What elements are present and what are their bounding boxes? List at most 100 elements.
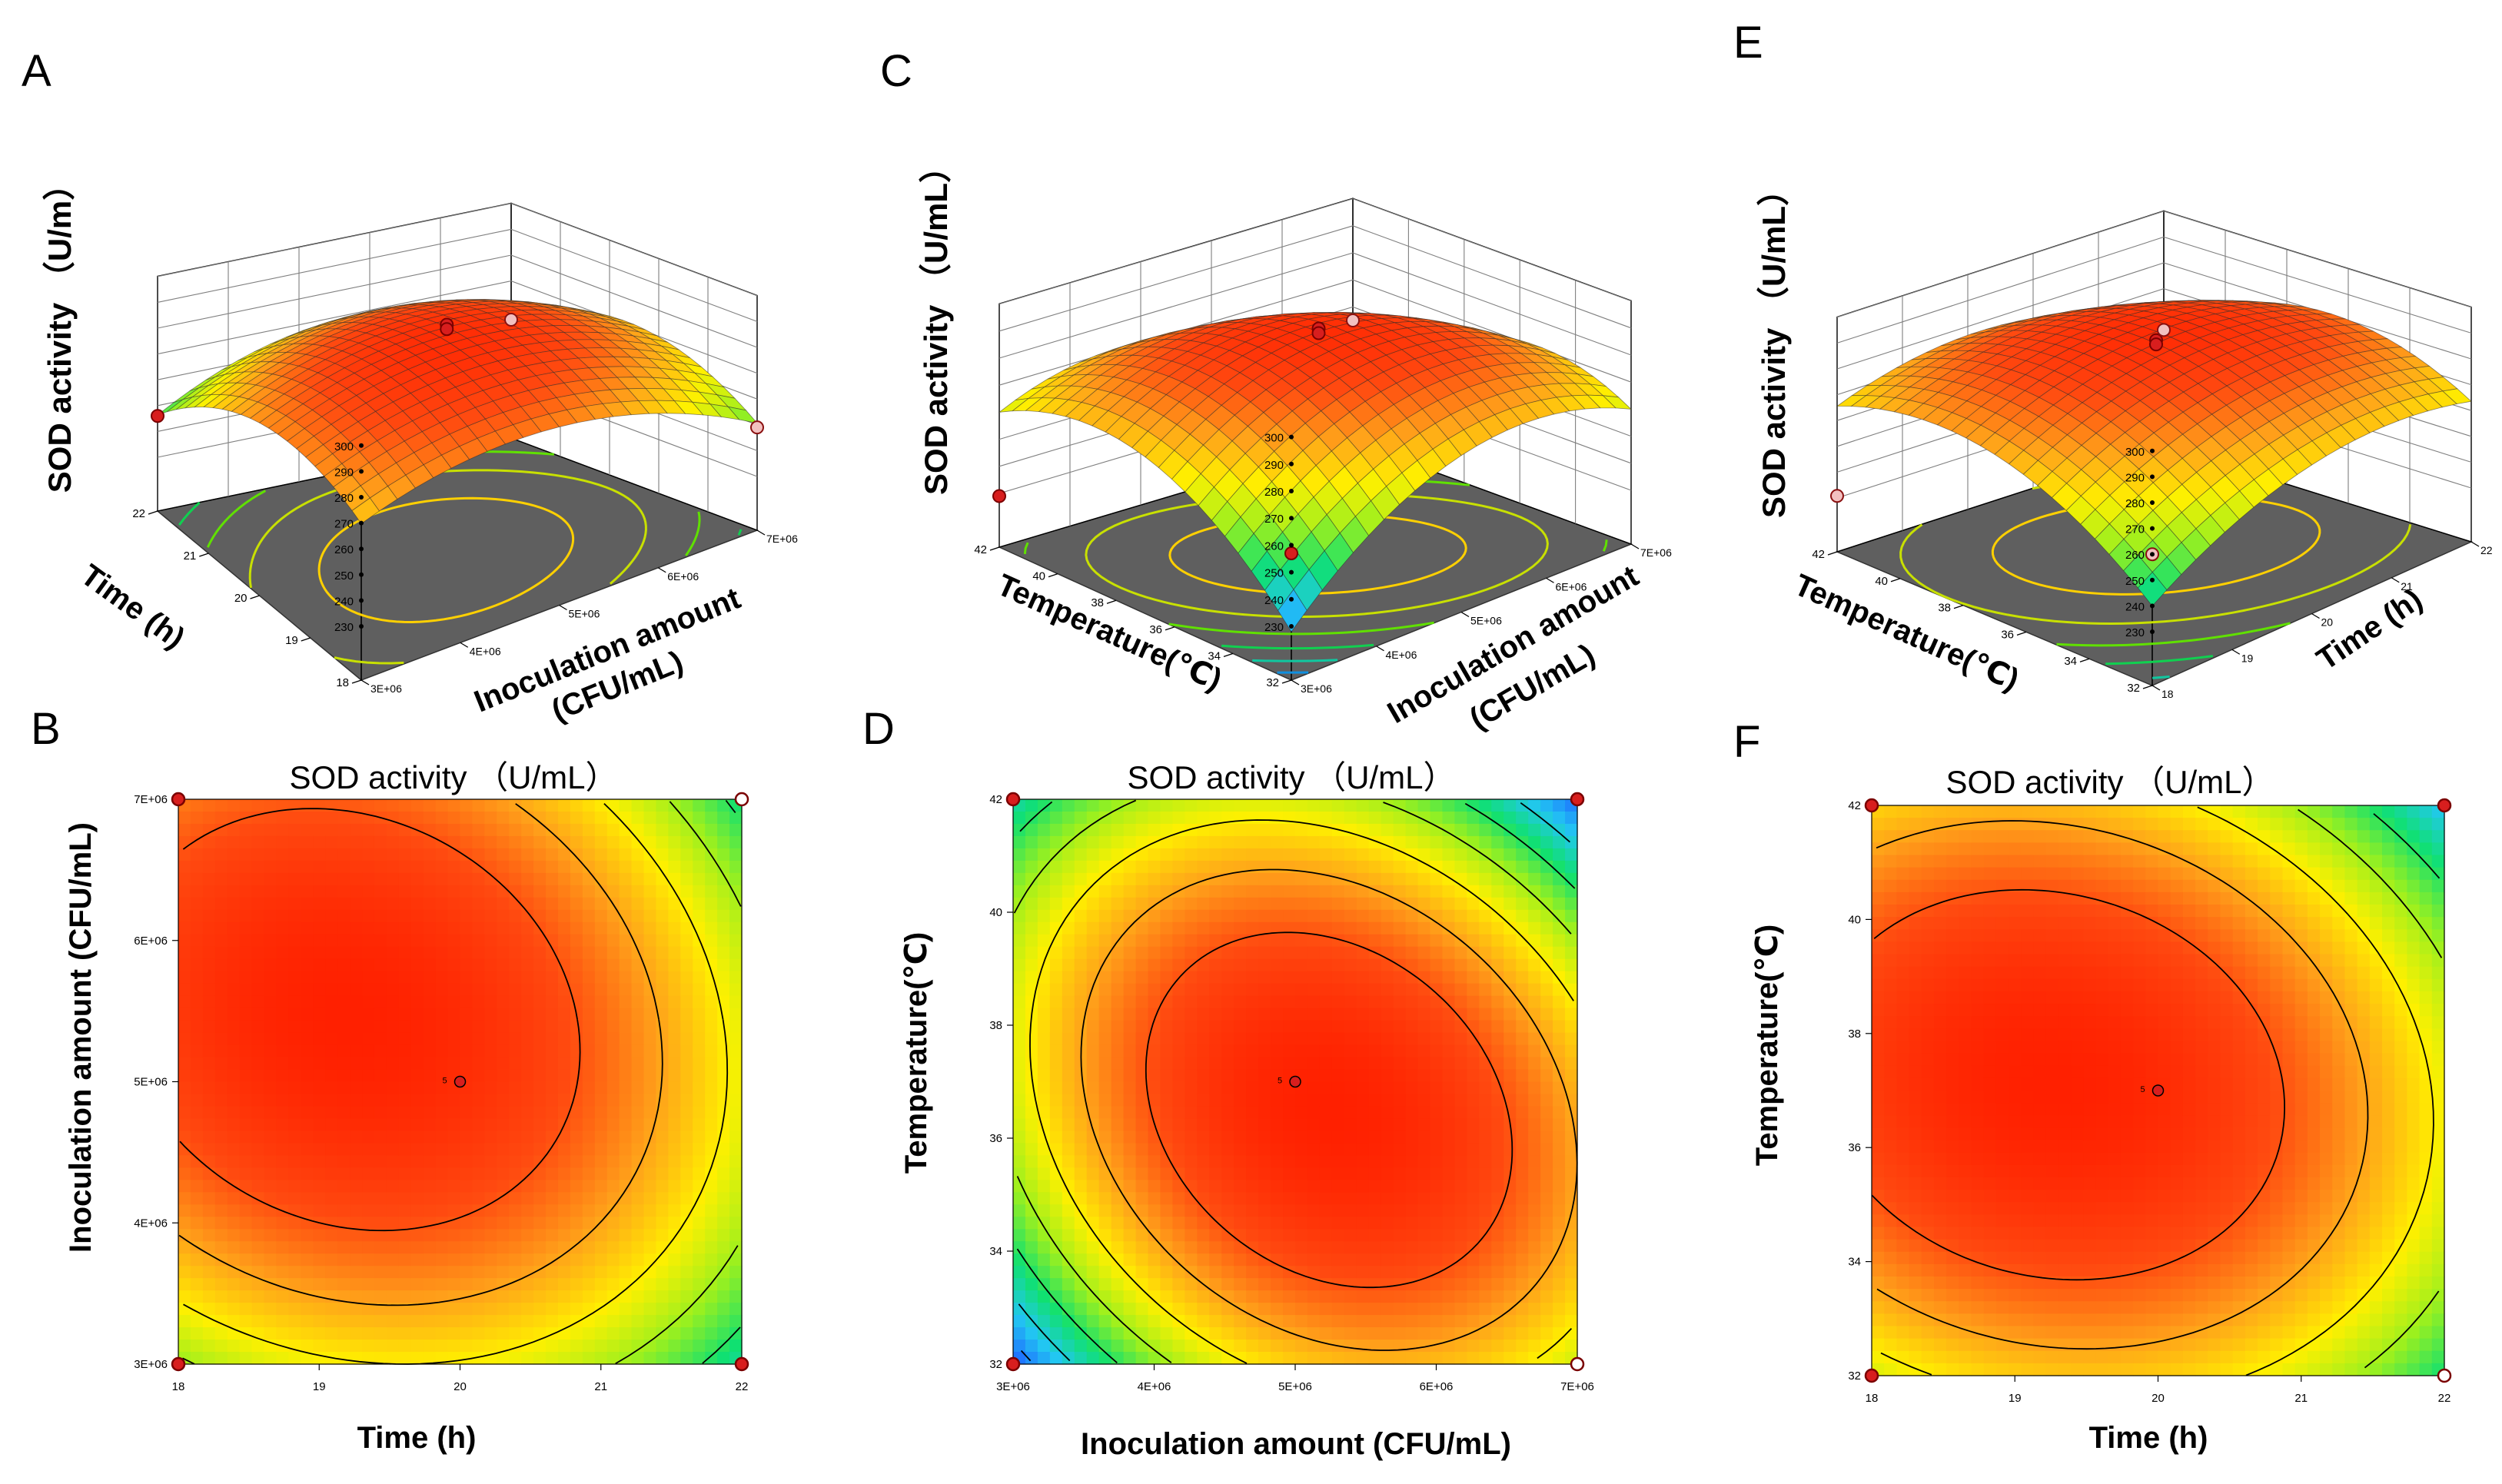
heat-cell xyxy=(484,885,497,898)
heat-cell xyxy=(227,958,241,972)
heat-cell xyxy=(288,1192,301,1205)
heat-cell xyxy=(1049,835,1063,849)
heat-cell xyxy=(1123,909,1137,923)
heat-cell xyxy=(557,1352,571,1365)
heat-cell xyxy=(398,1081,412,1095)
heat-cell xyxy=(1013,1192,1026,1205)
heat-cell xyxy=(447,1315,461,1328)
heat-cell xyxy=(190,1044,204,1058)
heat-cell xyxy=(1148,909,1161,923)
heat-cell xyxy=(1283,958,1296,972)
heat-cell xyxy=(350,1069,363,1083)
heat-cell xyxy=(668,848,681,862)
heat-cell xyxy=(1197,1094,1210,1107)
heat-cell xyxy=(1135,1315,1149,1328)
heat-cell xyxy=(398,971,412,984)
heat-cell xyxy=(460,1241,473,1254)
heat-cell xyxy=(325,1057,338,1071)
heat-cell xyxy=(1148,1192,1161,1205)
z-tick-mark xyxy=(359,520,364,526)
heat-cell xyxy=(668,1180,681,1193)
z-tick-label: 270 xyxy=(334,518,354,531)
heat-cell xyxy=(398,1229,412,1242)
heat-cell xyxy=(497,1315,510,1328)
heat-cell xyxy=(1209,1167,1222,1180)
heat-cell xyxy=(693,1266,706,1279)
heat-cell xyxy=(643,1253,657,1267)
heat-cell xyxy=(410,1044,424,1058)
wall-grid-line xyxy=(157,203,512,277)
heat-cell xyxy=(276,1094,290,1107)
heat-cell xyxy=(460,1057,473,1071)
heat-cell xyxy=(1135,1327,1149,1340)
heat-cell xyxy=(1111,1143,1125,1156)
heat-cell xyxy=(546,1192,559,1205)
x-tick-label: 38 xyxy=(1091,596,1104,609)
heat-cell xyxy=(1246,1266,1259,1279)
heat-cell xyxy=(606,971,620,984)
heat-cell xyxy=(1148,1204,1161,1217)
heat-cell xyxy=(594,835,608,849)
heat-cell xyxy=(1074,1143,1088,1156)
heat-cell xyxy=(1037,872,1051,886)
x-tick-mark xyxy=(148,510,158,515)
heat-cell xyxy=(276,1303,290,1316)
heat-cell xyxy=(509,811,522,825)
heat-cell xyxy=(1049,1008,1063,1021)
heat-cell xyxy=(1307,1032,1321,1046)
heat-cell xyxy=(362,1118,375,1132)
heat-cell xyxy=(301,799,314,812)
heat-cell xyxy=(1160,1266,1174,1279)
heat-cell xyxy=(1049,1266,1063,1279)
heat-cell xyxy=(1283,1143,1296,1156)
heat-cell xyxy=(423,1241,437,1254)
heat-cell xyxy=(717,958,730,972)
heat-cell xyxy=(1086,1180,1100,1193)
heat-cell xyxy=(1283,1130,1296,1144)
heat-cell xyxy=(521,823,534,837)
heat-cell xyxy=(1098,1008,1112,1021)
heat-cell xyxy=(325,1155,338,1168)
heat-cell xyxy=(1049,1081,1063,1095)
heat-cell xyxy=(631,860,645,874)
heat-cell xyxy=(374,1315,387,1328)
center-point xyxy=(454,1075,467,1088)
heat-cell xyxy=(398,872,412,886)
heat-cell xyxy=(178,1069,191,1083)
heat-cell xyxy=(214,1106,228,1120)
heat-cell xyxy=(178,1266,191,1279)
heat-cell xyxy=(1098,1020,1112,1034)
heat-cell xyxy=(178,1340,191,1353)
heat-cell xyxy=(594,823,608,837)
heat-cell xyxy=(350,921,363,935)
heat-cell xyxy=(1013,1008,1026,1021)
heat-cell xyxy=(1062,848,1075,862)
heat-cell xyxy=(227,1315,241,1328)
heat-cell xyxy=(1209,885,1222,898)
heat-cell xyxy=(1283,1008,1296,1021)
heat-cell xyxy=(1049,1327,1063,1340)
heat-cell xyxy=(472,909,485,923)
heat-cell xyxy=(374,1266,387,1279)
heat-cell xyxy=(1135,1032,1149,1046)
heat-cell xyxy=(484,1130,497,1144)
heat-cell xyxy=(484,1081,497,1095)
heat-cell xyxy=(1111,1155,1125,1168)
heat-cell xyxy=(533,860,547,874)
heat-cell xyxy=(668,1057,681,1071)
heat-cell xyxy=(1037,1340,1051,1353)
heat-cell xyxy=(251,1069,265,1083)
heat-cell xyxy=(251,946,265,960)
heat-cell xyxy=(1283,1241,1296,1254)
heat-cell xyxy=(1197,1143,1210,1156)
heat-cell xyxy=(1123,1081,1137,1095)
heat-cell xyxy=(202,958,216,972)
heat-cell xyxy=(1172,1081,1185,1095)
heat-cell xyxy=(582,1008,596,1021)
heat-cell xyxy=(472,799,485,812)
heat-cell xyxy=(497,1229,510,1242)
x-tick-label: 34 xyxy=(2064,655,2077,668)
heat-cell xyxy=(447,885,461,898)
heat-cell xyxy=(301,1192,314,1205)
heat-cell xyxy=(631,1032,645,1046)
